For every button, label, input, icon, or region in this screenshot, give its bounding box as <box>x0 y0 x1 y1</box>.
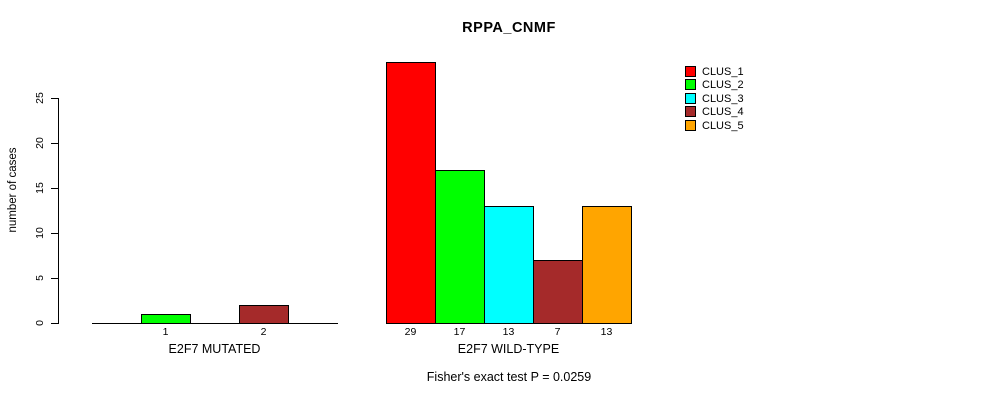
bar-count-label: 7 <box>554 326 561 338</box>
legend-swatch-clus_5 <box>685 119 696 131</box>
bar-count-label: 13 <box>502 326 515 338</box>
y-tick-label: 20 <box>34 137 46 149</box>
bar-clus_3 <box>484 206 534 324</box>
legend-label: CLUS_5 <box>702 119 744 132</box>
bar-count-label: 13 <box>600 326 613 338</box>
bar-clus_1 <box>386 62 436 324</box>
y-tick-label: 25 <box>34 92 46 104</box>
legend-swatch-clus_4 <box>685 106 696 117</box>
legend-label: CLUS_2 <box>702 79 744 91</box>
y-tick-label: 15 <box>34 182 46 194</box>
bar-clus_5 <box>582 206 632 324</box>
stat-test-annotation: Fisher's exact test P = 0.0259 <box>426 370 592 384</box>
bar-clus_2 <box>435 170 485 324</box>
y-tick-mark <box>51 323 59 324</box>
y-tick-mark <box>51 188 59 189</box>
bar-count-label: 2 <box>260 326 267 338</box>
y-axis-line <box>58 98 59 324</box>
y-tick-mark <box>51 143 59 144</box>
legend-label: CLUS_1 <box>702 65 744 78</box>
y-tick-mark <box>51 233 59 234</box>
y-tick-mark <box>51 98 59 99</box>
legend-swatch-clus_3 <box>685 92 696 104</box>
bar-count-label: 29 <box>404 326 417 338</box>
legend-label: CLUS_4 <box>702 106 744 118</box>
bar-count-label: 17 <box>453 326 466 338</box>
y-tick-label: 5 <box>34 275 46 281</box>
legend-swatch-clus_2 <box>685 79 696 90</box>
bar-clus_4 <box>239 305 289 324</box>
group-label: E2F7 MUTATED <box>168 342 261 356</box>
y-tick-mark <box>51 278 59 279</box>
y-axis-label: number of cases <box>7 147 19 233</box>
legend-swatch-clus_1 <box>685 65 696 77</box>
legend-label: CLUS_3 <box>702 92 744 105</box>
group-baseline <box>92 323 338 324</box>
y-tick-label: 0 <box>34 320 46 326</box>
chart-title: RPPA_CNMF <box>462 20 556 36</box>
bar-clus_2 <box>141 314 191 324</box>
bar-count-label: 1 <box>162 326 169 338</box>
y-tick-label: 10 <box>34 227 46 239</box>
group-label: E2F7 WILD-TYPE <box>457 342 560 356</box>
bar-clus_4 <box>533 260 583 324</box>
